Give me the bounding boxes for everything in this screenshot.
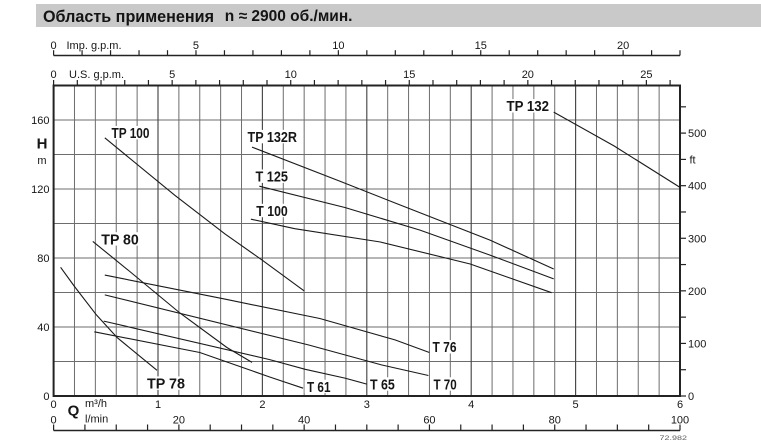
h-axis-unit: m <box>37 155 46 167</box>
title-banner: Область применения n ≈ 2900 об./мин. <box>36 4 761 27</box>
imp-gpm-tick-label: 5 <box>193 40 199 52</box>
h-tick-label: 0 <box>43 391 49 403</box>
h-tick-label: 40 <box>37 322 49 334</box>
series-label-tp-78: TP 78 <box>147 377 185 393</box>
curve-t-100 <box>250 218 552 294</box>
q-m3h-tick-label: 0 <box>51 399 57 411</box>
l-min-tick-label: 20 <box>173 415 185 427</box>
plot-frame <box>52 84 682 397</box>
curve-t-125 <box>259 185 554 280</box>
series-label-box <box>430 340 459 354</box>
l-min-tick-label: 60 <box>423 415 435 427</box>
h-tick-label: 160 <box>31 115 49 127</box>
series-label-t-70: T 70 <box>434 377 457 393</box>
series-label-box <box>367 377 398 391</box>
q-m3h-tick-label: 2 <box>259 399 265 411</box>
series-label-box <box>245 129 300 144</box>
ft-tick-label: 500 <box>688 128 706 140</box>
q-m3h-tick-label: 6 <box>677 399 683 411</box>
curve-t-70 <box>104 294 429 377</box>
series-label-box <box>431 377 460 391</box>
us-gpm-tick-label: 10 <box>285 69 297 81</box>
series-label-t-125: T 125 <box>256 170 289 186</box>
series-label-t-61: T 61 <box>307 380 331 396</box>
us-gpm-tick-label: 25 <box>640 69 652 81</box>
series-label-tp-132r: TP 132R <box>248 130 298 146</box>
q-m3h-tick-label: 1 <box>155 399 161 411</box>
h-tick-label: 80 <box>37 253 49 265</box>
series-label-box <box>144 376 188 390</box>
q-m3h-unit: m³/h <box>85 398 107 410</box>
chart-subtitle: n ≈ 2900 об./мин. <box>224 8 353 26</box>
curve-t-61 <box>94 331 304 389</box>
ft-axis-title: ft <box>690 154 696 166</box>
corner-note: 72.982 <box>660 436 688 440</box>
series-label-box <box>304 379 333 394</box>
l-min-tick-label: 80 <box>549 415 561 427</box>
series-label-box <box>253 169 291 183</box>
curve-t-76 <box>104 274 430 354</box>
curve-tp-100 <box>104 137 305 292</box>
series-label-t-76: T 76 <box>433 340 457 356</box>
us-gpm-tick-label: 15 <box>403 69 415 81</box>
series-label-t-65: T 65 <box>370 377 395 393</box>
series-label-box <box>98 232 142 246</box>
series-label-tp-132: TP 132 <box>507 99 550 115</box>
h-axis-title: H <box>37 135 48 152</box>
imp-gpm-tick-label: 10 <box>332 40 344 52</box>
series-label-box <box>253 203 291 218</box>
l-min-tick-label: 0 <box>51 415 57 427</box>
imp-gpm-tick-label: 20 <box>617 40 629 52</box>
series-label-tp-100: TP 100 <box>112 126 150 142</box>
q-m3h-tick-label: 4 <box>468 399 474 411</box>
l-min-tick-label: 40 <box>298 415 310 427</box>
us-gpm-axis-title: U.S. g.p.m. <box>69 69 124 81</box>
imp-gpm-tick-label: 15 <box>475 40 487 52</box>
us-gpm-tick-label: 5 <box>169 69 175 81</box>
series-label-t-100: T 100 <box>256 204 288 220</box>
curve-tp-132r <box>251 146 554 270</box>
ft-tick-label: 0 <box>688 391 694 403</box>
us-gpm-tick-label: 20 <box>522 69 534 81</box>
curve-tp-132 <box>553 111 681 188</box>
curve-tp-78 <box>60 266 158 371</box>
imp-gpm-tick-label: 0 <box>51 40 57 52</box>
series-label-tp-80: TP 80 <box>101 232 139 248</box>
chart-title: Область применения <box>42 6 214 26</box>
imp-gpm-axis-title: Imp. g.p.m. <box>67 40 122 52</box>
ft-tick-label: 100 <box>688 338 706 350</box>
us-gpm-tick-label: 0 <box>51 69 57 81</box>
series-label-box <box>504 99 552 113</box>
q-m3h-tick-label: 3 <box>364 399 370 411</box>
h-tick-label: 120 <box>31 184 49 196</box>
curve-t-65 <box>103 320 367 385</box>
l-min-tick-label: 100 <box>671 415 689 427</box>
ft-tick-label: 400 <box>688 181 706 193</box>
series-label-box <box>109 126 152 140</box>
l-min-unit: l/min <box>85 414 108 426</box>
ft-tick-label: 200 <box>688 286 706 298</box>
q-m3h-tick-label: 5 <box>573 399 579 411</box>
q-axis-title: Q <box>68 403 80 420</box>
ft-tick-label: 300 <box>688 233 706 245</box>
